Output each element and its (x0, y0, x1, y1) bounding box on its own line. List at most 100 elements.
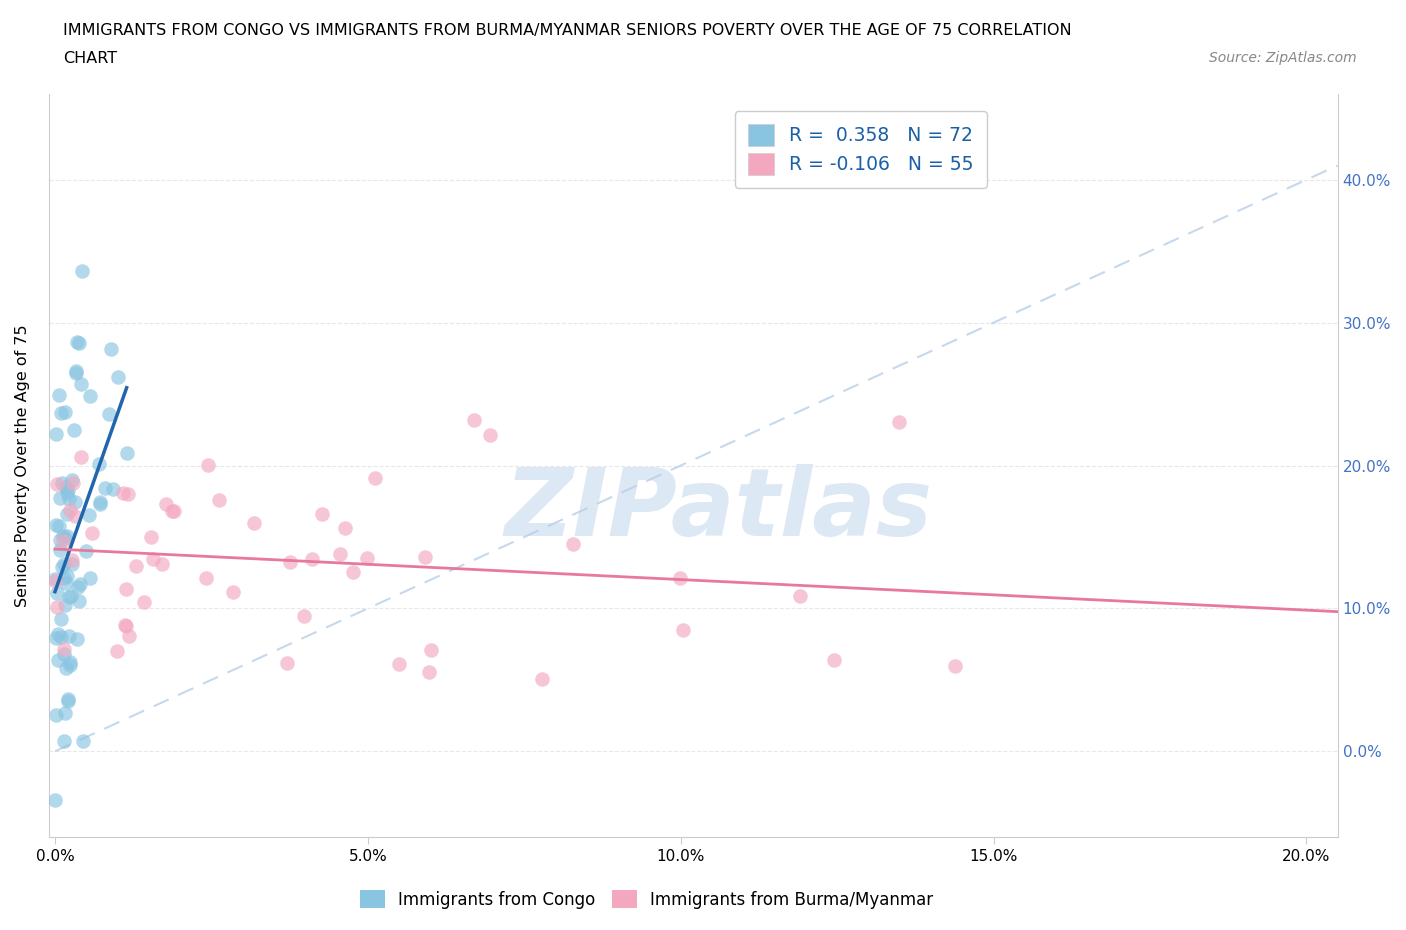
Point (66, 335, 89, 350)
Point (67, 336, 90, 351)
Point (463, 413, 485, 428)
Point (51, 405, 73, 420)
Point (98, 406, 121, 421)
Point (105, 644, 128, 658)
Point (364, 471, 387, 485)
Point (52, 528, 75, 543)
Point (56, 569, 79, 584)
Point (58, 655, 80, 670)
Point (45, 585, 67, 600)
Point (132, 594, 155, 609)
Point (58, 629, 80, 644)
Point (114, 618, 136, 632)
Point (48, 543, 70, 558)
Point (56, 692, 79, 707)
Point (51, 559, 73, 574)
Point (418, 664, 440, 679)
Point (77, 508, 100, 523)
Legend: R =  0.358   N = 72, R = -0.106   N = 55: R = 0.358 N = 72, R = -0.106 N = 55 (735, 111, 987, 188)
Point (45, 518, 67, 533)
Point (70, 449, 93, 464)
Point (46, 477, 69, 492)
Point (111, 485, 134, 500)
Point (59, 658, 82, 672)
Point (672, 623, 695, 638)
Point (155, 497, 177, 512)
Point (69, 577, 91, 591)
Point (943, 659, 966, 674)
Text: ZIPatlas: ZIPatlas (505, 464, 934, 556)
Point (889, 415, 911, 430)
Point (49, 491, 72, 506)
Text: Source: ZipAtlas.com: Source: ZipAtlas.com (1209, 51, 1357, 65)
Point (163, 504, 186, 519)
Point (94, 481, 117, 496)
Point (55, 575, 77, 590)
Point (117, 486, 139, 501)
Point (141, 529, 163, 544)
Point (207, 492, 229, 507)
Point (100, 341, 122, 356)
Point (60, 472, 83, 487)
Point (292, 609, 315, 624)
Point (56, 528, 79, 543)
Point (45, 708, 67, 723)
Point (79, 570, 101, 585)
Point (118, 629, 141, 644)
Point (46, 599, 69, 614)
Point (89, 497, 111, 512)
Point (150, 557, 173, 572)
Point (49, 630, 72, 644)
Point (160, 504, 183, 519)
Point (89, 457, 111, 472)
Point (56, 693, 79, 708)
Point (823, 653, 845, 668)
Point (44, 573, 66, 588)
Point (195, 570, 218, 585)
Point (75, 543, 97, 558)
Point (329, 547, 352, 562)
Point (107, 369, 129, 384)
Point (356, 551, 378, 565)
Point (62, 475, 84, 490)
Point (142, 551, 165, 566)
Point (52, 571, 75, 586)
Point (72, 733, 94, 748)
Point (103, 482, 125, 497)
Point (115, 581, 138, 596)
Point (48, 388, 70, 403)
Point (243, 516, 266, 531)
Point (530, 672, 553, 687)
Point (65, 364, 87, 379)
Point (70, 376, 93, 391)
Point (415, 549, 437, 564)
Point (89, 495, 111, 510)
Point (46, 627, 69, 642)
Point (55, 660, 77, 675)
Point (55, 531, 77, 546)
Point (53, 405, 76, 419)
Point (669, 571, 692, 586)
Point (53, 556, 76, 571)
Point (60, 553, 83, 568)
Point (562, 537, 585, 551)
Legend: Immigrants from Congo, Immigrants from Burma/Myanmar: Immigrants from Congo, Immigrants from B… (352, 882, 942, 917)
Text: IMMIGRANTS FROM CONGO VS IMMIGRANTS FROM BURMA/MYANMAR SENIORS POVERTY OVER THE : IMMIGRANTS FROM CONGO VS IMMIGRANTS FROM… (63, 23, 1071, 38)
Point (49, 611, 72, 626)
Y-axis label: Seniors Poverty Over the Age of 75: Seniors Poverty Over the Age of 75 (15, 325, 30, 607)
Point (60, 556, 83, 571)
Point (55, 507, 77, 522)
Point (789, 589, 811, 604)
Point (115, 445, 138, 460)
Point (63, 495, 86, 510)
Point (72, 263, 94, 278)
Point (342, 565, 364, 579)
Point (53, 706, 76, 721)
Point (63, 422, 86, 437)
Point (46, 653, 69, 668)
Point (44, 793, 66, 808)
Point (197, 458, 219, 472)
Point (67, 579, 90, 594)
Point (276, 656, 298, 671)
Point (53, 598, 76, 613)
